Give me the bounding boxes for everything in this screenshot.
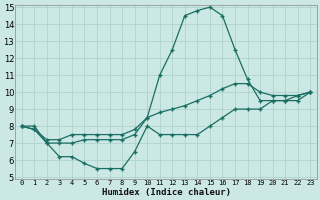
X-axis label: Humidex (Indice chaleur): Humidex (Indice chaleur): [101, 188, 230, 197]
